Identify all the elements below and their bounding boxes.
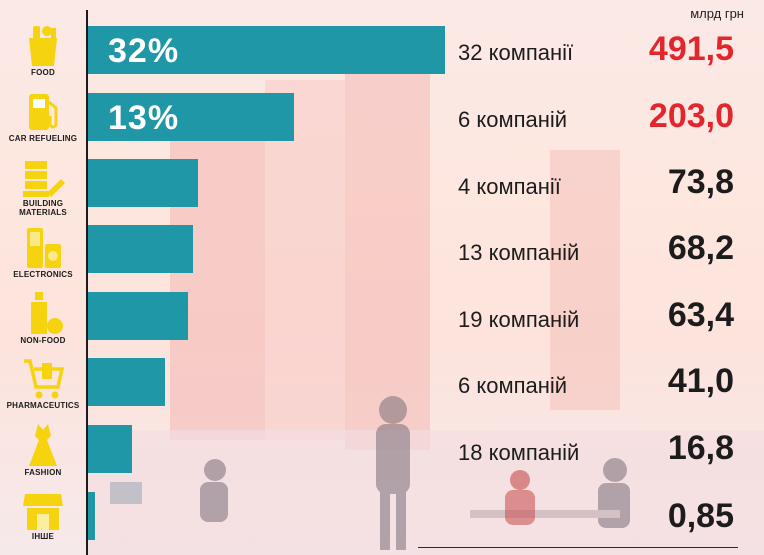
category-fashion: FASHION [0,422,86,477]
category-pharmaceutics: PHARMACEUTICS [0,355,86,410]
share-label-car-refueling: 13% [108,99,180,137]
value-food: 491,5 [648,30,734,68]
bar-electronics [88,225,193,273]
company-count-pharmaceutics: 6 компаній [458,373,568,398]
category-label: FASHION [24,468,62,477]
category-car-refueling: CAR REFUELING [0,90,86,143]
category-column: FOOD CAR REFUELING BUILDING MATERIALS EL… [0,0,86,555]
category-label: BUILDING MATERIALS [19,199,67,217]
value-baseline [418,547,738,548]
category-electronics: ELECTRONICS [0,224,86,279]
category-label: NON-FOOD [20,336,66,345]
pharmacy-cart-icon [24,359,65,399]
value-fashion: 16,8 [667,429,734,467]
company-count-non-food: 19 компаній [458,307,580,332]
bar-non-food [88,292,188,340]
electronics-icon [27,228,61,268]
value-electronics: 68,2 [667,229,734,267]
grocery-bag-icon [29,26,57,66]
company-count-car-refueling: 6 компаній [458,107,568,132]
category-label: PHARMACEUTICS [6,401,80,410]
bar-food [88,26,445,74]
company-count-electronics: 13 компаній [458,240,580,265]
category-building-materials: BUILDING MATERIALS [0,153,86,217]
category-other: ІНШЕ [0,490,86,541]
store-icon [23,494,63,530]
building-materials-icon [23,161,65,197]
category-food: FOOD [0,22,86,77]
bar-other [88,492,95,540]
company-count-food: 32 компанії [458,40,574,65]
value-building-materials: 73,8 [667,163,734,201]
category-label: CAR REFUELING [8,134,78,143]
category-label: ІНШЕ [31,532,55,541]
bar-pharmaceutics [88,358,165,406]
fuel-pump-icon [29,94,58,130]
non-food-icon [31,292,63,334]
share-label-food: 32% [108,32,180,70]
bar-building-materials [88,159,198,207]
background-building-right [345,60,430,450]
unit-label: млрд грн [690,6,744,21]
company-count-building-materials: 4 компанії [458,174,561,199]
bar-car-refueling [88,93,294,141]
category-non-food: NON-FOOD [0,290,86,345]
category-label: ELECTRONICS [13,270,73,279]
value-pharmaceutics: 41,0 [667,362,734,400]
value-other: 0,85 [667,497,734,535]
category-label: FOOD [31,68,55,77]
value-car-refueling: 203,0 [648,97,734,135]
company-count-fashion: 18 компаній [458,440,580,465]
bar-fashion [88,425,132,473]
dress-icon [29,424,57,466]
value-non-food: 63,4 [667,296,734,334]
background-building-far [550,150,620,410]
chart-axis [86,10,88,555]
